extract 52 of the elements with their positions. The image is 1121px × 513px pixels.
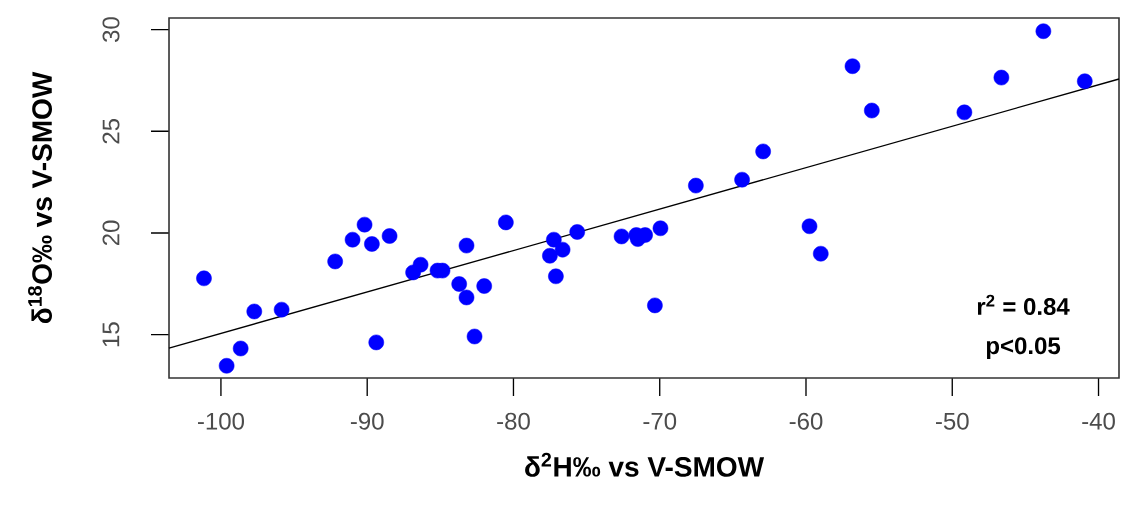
x-tick-label: -50 (935, 412, 969, 430)
point (246, 303, 263, 320)
point (451, 276, 467, 292)
y-tick-label: 25 (102, 118, 120, 144)
x-tick-label: -40 (1082, 412, 1115, 430)
point (466, 328, 483, 345)
point (327, 253, 343, 270)
x-axis-title: δ$^{2}$H‰ vs V-SMOW (525, 452, 765, 477)
point (273, 301, 290, 318)
point (1035, 23, 1052, 39)
point (546, 231, 562, 248)
point (554, 241, 571, 258)
x-tick-label: -90 (350, 412, 384, 430)
point (368, 334, 385, 351)
point (864, 102, 880, 119)
point (688, 177, 704, 194)
point (458, 289, 475, 306)
annotation: r$^{2}$ = 0.84 (977, 294, 1070, 316)
annotation: p<0.05 (986, 337, 1061, 359)
point (232, 340, 249, 357)
point (569, 224, 586, 240)
x-tick-label: -80 (497, 412, 530, 430)
point (218, 358, 235, 374)
point (813, 245, 829, 262)
point (844, 58, 861, 74)
point (356, 216, 373, 233)
point (647, 297, 663, 314)
point (613, 228, 630, 245)
point (548, 268, 564, 285)
point (458, 237, 475, 254)
y-tick-label: 20 (102, 220, 120, 246)
point (1077, 73, 1093, 90)
point (381, 228, 398, 244)
point (344, 231, 361, 248)
point (542, 247, 558, 264)
y-tick-label: 15 (102, 322, 120, 347)
point (196, 270, 212, 287)
point (476, 278, 492, 294)
point (652, 220, 669, 237)
point (498, 214, 514, 231)
point (956, 104, 973, 121)
point (755, 143, 771, 160)
point (993, 69, 1010, 86)
point (734, 171, 750, 188)
y-axis-title: δ$^{18}$O‰ vs V-SMOW (28, 71, 52, 324)
point (412, 256, 429, 273)
x-tick-label: -70 (643, 412, 677, 430)
point (364, 236, 380, 252)
x-tick-label: -100 (197, 412, 245, 430)
x-tick-label: -60 (789, 412, 823, 430)
point (801, 218, 818, 235)
y-tick-label: 30 (102, 17, 120, 43)
